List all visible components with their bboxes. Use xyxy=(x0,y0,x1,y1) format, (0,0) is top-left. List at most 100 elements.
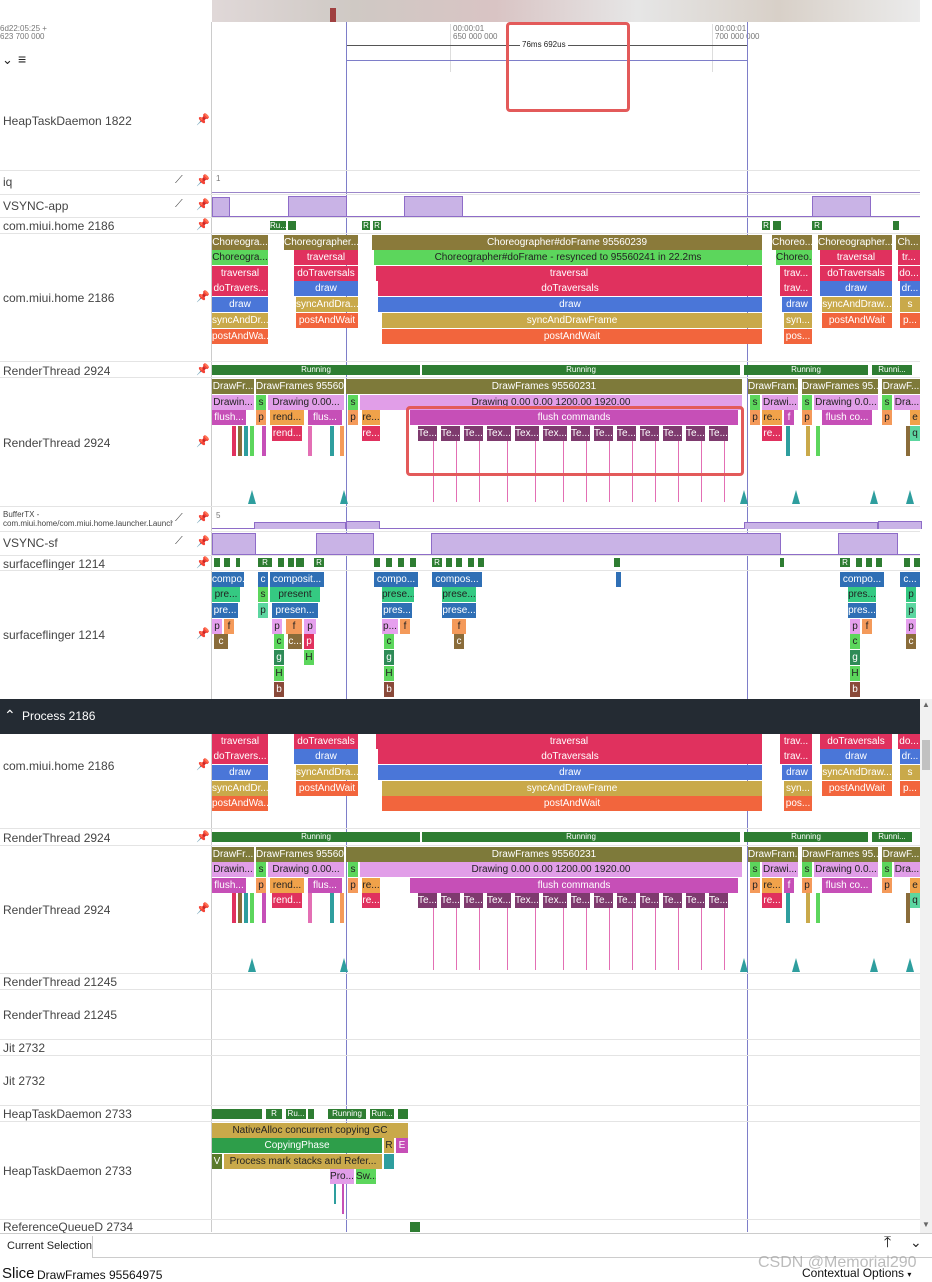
slice-syncanddrawframe[interactable]: syncAndDr... xyxy=(212,313,268,328)
slice-dotraversals-main[interactable]: doTraversals xyxy=(378,281,762,296)
slice-re[interactable]: re... xyxy=(762,426,782,441)
slice-texture-upload[interactable]: Te... xyxy=(709,893,728,908)
slice-re[interactable]: re... xyxy=(362,878,380,893)
slice-resync[interactable]: Choreographer#doFrame - resynced to 9556… xyxy=(374,250,762,265)
slice-p[interactable]: p xyxy=(304,634,314,649)
run-state[interactable]: Run... xyxy=(370,1109,394,1119)
slice-composite[interactable]: compo... xyxy=(212,572,244,587)
slice-s[interactable]: s xyxy=(882,862,892,877)
slice-postandwait[interactable]: p... xyxy=(900,313,920,328)
slice-present[interactable]: prese... xyxy=(382,587,414,602)
slice-dotraversals-main[interactable]: doTraversals xyxy=(378,749,762,764)
run-state[interactable]: Running xyxy=(422,365,740,375)
contextual-options-button[interactable]: Contextual Options ▾ xyxy=(802,1266,911,1280)
slice-p[interactable]: p xyxy=(906,587,916,602)
slice-present-sub[interactable]: pre... xyxy=(212,603,238,618)
slice-syncanddrawframe[interactable]: s xyxy=(900,297,920,312)
slice-texture-upload[interactable]: Te... xyxy=(464,893,483,908)
slice-syncanddrawframe[interactable]: syncAndDr... xyxy=(212,781,268,796)
slice-texture-upload[interactable]: Te... xyxy=(418,893,437,908)
slice-texture-upload[interactable]: Tex... xyxy=(487,893,511,908)
slice-drawframes[interactable]: DrawFram... xyxy=(748,379,798,394)
chart-line-icon[interactable]: ⟋ xyxy=(175,198,183,210)
slice-drawframes[interactable]: DrawFrames 95560... xyxy=(256,847,344,862)
slice-c[interactable]: c xyxy=(384,634,394,649)
run-state[interactable] xyxy=(278,558,284,567)
run-state[interactable] xyxy=(893,221,899,230)
slice-p[interactable]: p xyxy=(348,410,358,425)
slice-drawing[interactable]: Dra... xyxy=(894,395,920,410)
slice-dotraversals[interactable]: trav... xyxy=(780,749,812,764)
slice-p[interactable]: p xyxy=(256,410,266,425)
slice-drawframes[interactable]: DrawFram... xyxy=(748,847,798,862)
run-state[interactable] xyxy=(446,558,452,567)
run-state[interactable] xyxy=(214,558,220,567)
slice-draw[interactable]: dr... xyxy=(900,749,920,764)
slice-postandwait-main[interactable]: postAndWait xyxy=(382,796,762,811)
slice-f[interactable]: f xyxy=(452,619,466,634)
run-state[interactable] xyxy=(386,558,392,567)
slice-traversal[interactable]: tr... xyxy=(898,250,920,265)
slice-teal[interactable] xyxy=(384,1154,394,1169)
slice-p[interactable]: p xyxy=(750,878,760,893)
slice-texture-upload[interactable]: Te... xyxy=(709,426,728,441)
slice-drawframes[interactable]: DrawFr... xyxy=(212,379,254,394)
slice-drawframes-main[interactable]: DrawFrames 95560231 xyxy=(346,379,742,394)
slice-draw[interactable]: draw xyxy=(820,749,892,764)
slice-texture-upload[interactable]: Tex... xyxy=(543,426,567,441)
slice-flush-commands[interactable]: flush commands xyxy=(410,410,738,425)
scrollbar-thumb[interactable] xyxy=(922,740,930,770)
slice-rend[interactable]: rend... xyxy=(270,410,304,425)
slice-re[interactable]: re... xyxy=(762,410,782,425)
slice-present[interactable]: prese... xyxy=(442,587,476,602)
slice-postandwait[interactable]: postAndWa... xyxy=(212,796,268,811)
pin-icon[interactable]: 📌 xyxy=(196,512,210,524)
slice-drawframes[interactable]: DrawFrames 95... xyxy=(802,847,878,862)
slice-texture-upload[interactable]: Tex... xyxy=(543,893,567,908)
run-state[interactable] xyxy=(904,558,910,567)
slice-traversal[interactable]: trav... xyxy=(780,734,812,749)
slice-present-sub[interactable]: prese... xyxy=(442,603,476,618)
slice-texture-upload[interactable]: Tex... xyxy=(515,426,539,441)
slice-texture-upload[interactable]: Te... xyxy=(617,426,636,441)
minimap-strip[interactable] xyxy=(212,0,920,22)
slice-texture-upload[interactable]: Te... xyxy=(571,426,590,441)
run-state[interactable]: Ru... xyxy=(270,221,286,230)
run-state[interactable] xyxy=(773,221,781,230)
collapse-all-icon[interactable]: ⌄ xyxy=(2,52,13,67)
slice-postandwait[interactable]: postAndWait xyxy=(822,313,892,328)
slice-s[interactable]: s xyxy=(348,862,358,877)
slice-h[interactable]: H xyxy=(850,666,860,681)
slice-present[interactable]: pre... xyxy=(212,587,240,602)
slice-drawing[interactable]: Drawin... xyxy=(212,862,254,877)
slice-s[interactable]: s xyxy=(348,395,358,410)
slice-v[interactable]: V xyxy=(212,1154,222,1169)
slice-sw[interactable]: Sw... xyxy=(356,1169,376,1184)
slice-re[interactable]: re... xyxy=(762,878,782,893)
slice-p[interactable]: p xyxy=(850,619,860,634)
slice-f[interactable]: f xyxy=(400,619,410,634)
run-state[interactable] xyxy=(456,558,462,567)
slice-texture-upload[interactable]: Te... xyxy=(663,426,682,441)
pin-icon[interactable]: 📌 xyxy=(196,175,210,187)
slice-present-sub[interactable]: pres... xyxy=(848,603,876,618)
slice-c[interactable]: c xyxy=(214,634,228,649)
slice-texture-upload[interactable]: Tex... xyxy=(487,426,511,441)
pin-icon[interactable]: 📌 xyxy=(196,436,210,448)
slice-postandwait-main[interactable]: postAndWait xyxy=(382,329,762,344)
run-state[interactable]: Runni... xyxy=(872,832,912,842)
pin-icon[interactable]: 📌 xyxy=(196,557,210,569)
slice-c[interactable]: c xyxy=(274,634,284,649)
pin-icon[interactable]: 📌 xyxy=(196,903,210,915)
slice-texture-upload[interactable]: Te... xyxy=(441,426,460,441)
run-state[interactable] xyxy=(296,558,304,567)
slice-p[interactable]: p xyxy=(348,878,358,893)
slice-syncanddrawframe[interactable]: syncAndDraw... xyxy=(822,765,892,780)
run-state[interactable]: R xyxy=(314,558,324,567)
run-state[interactable]: R xyxy=(258,558,272,567)
slice-texture-upload[interactable]: Te... xyxy=(640,426,659,441)
slice-b[interactable]: b xyxy=(850,682,860,697)
slice-c[interactable]: c xyxy=(906,634,916,649)
slice-composite[interactable]: composit... xyxy=(270,572,324,587)
slice-draw[interactable]: dr... xyxy=(900,281,920,296)
